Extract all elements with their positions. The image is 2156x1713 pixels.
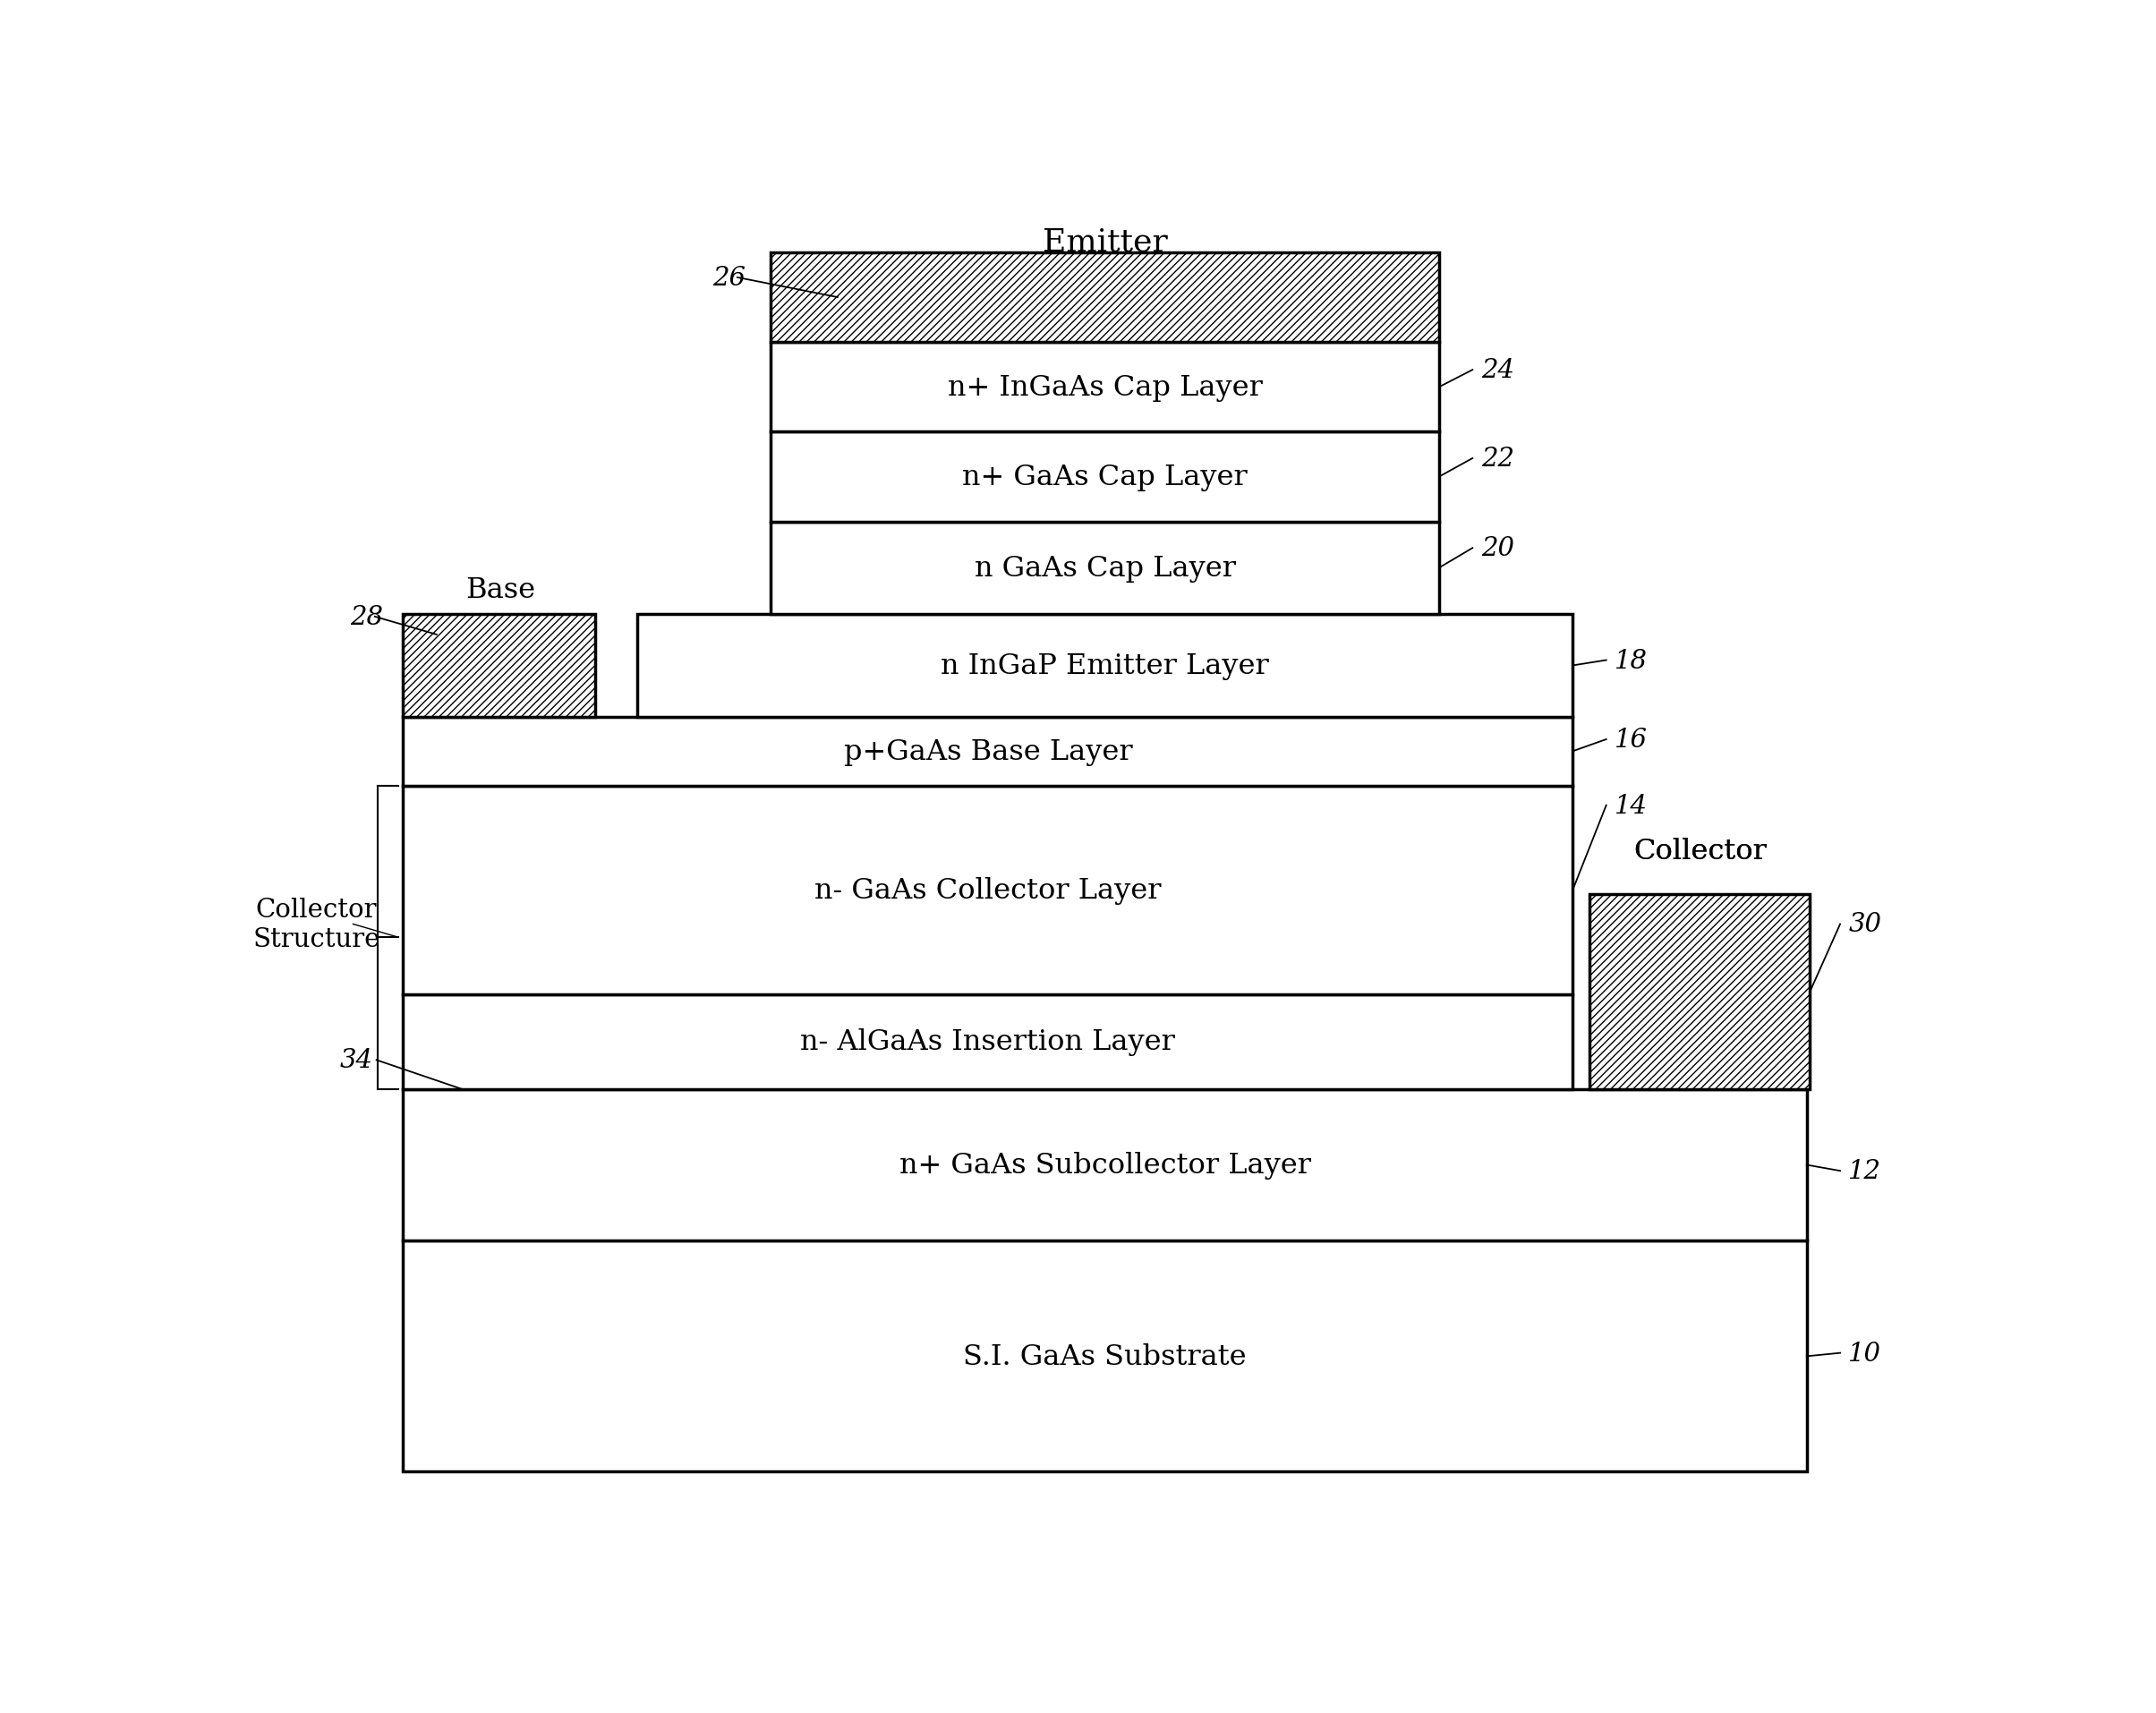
Text: 18: 18: [1615, 648, 1647, 673]
Text: Collector: Collector: [1634, 838, 1766, 865]
Text: n+ GaAs Subcollector Layer: n+ GaAs Subcollector Layer: [899, 1151, 1311, 1179]
Text: 16: 16: [1615, 728, 1647, 752]
Bar: [772, 522, 1438, 615]
Text: p+GaAs Base Layer: p+GaAs Base Layer: [843, 738, 1132, 766]
Text: 30: 30: [1848, 911, 1882, 937]
Text: n- AlGaAs Insertion Layer: n- AlGaAs Insertion Layer: [800, 1028, 1175, 1055]
Text: 12: 12: [1848, 1158, 1882, 1184]
Text: Base: Base: [466, 576, 535, 605]
Text: 22: 22: [1481, 447, 1514, 471]
Bar: [403, 1240, 1807, 1471]
Bar: [772, 432, 1438, 522]
Text: 14: 14: [1615, 793, 1647, 819]
Text: 24: 24: [1481, 358, 1514, 384]
Bar: [1589, 894, 1811, 1089]
Bar: [403, 718, 1572, 786]
Bar: [638, 615, 1574, 718]
Text: n+ GaAs Cap Layer: n+ GaAs Cap Layer: [962, 464, 1248, 492]
Bar: [403, 615, 595, 718]
Bar: [772, 343, 1438, 432]
Bar: [403, 994, 1572, 1089]
Text: 26: 26: [711, 266, 746, 291]
Text: n InGaP Emitter Layer: n InGaP Emitter Layer: [940, 653, 1270, 680]
Text: Collector
Structure: Collector Structure: [252, 898, 379, 951]
Text: S.I. GaAs Substrate: S.I. GaAs Substrate: [964, 1343, 1246, 1370]
Text: n- GaAs Collector Layer: n- GaAs Collector Layer: [815, 877, 1162, 904]
Text: Collector: Collector: [1634, 838, 1766, 865]
Text: 20: 20: [1481, 536, 1514, 562]
Bar: [772, 254, 1438, 343]
Text: Emitter: Emitter: [1041, 226, 1169, 257]
Text: n+ InGaAs Cap Layer: n+ InGaAs Cap Layer: [946, 373, 1263, 401]
Text: 34: 34: [341, 1048, 373, 1072]
Bar: [403, 786, 1572, 994]
Text: n GaAs Cap Layer: n GaAs Cap Layer: [975, 555, 1235, 582]
Bar: [403, 1089, 1807, 1240]
Text: 10: 10: [1848, 1341, 1882, 1365]
Text: 28: 28: [349, 605, 384, 630]
